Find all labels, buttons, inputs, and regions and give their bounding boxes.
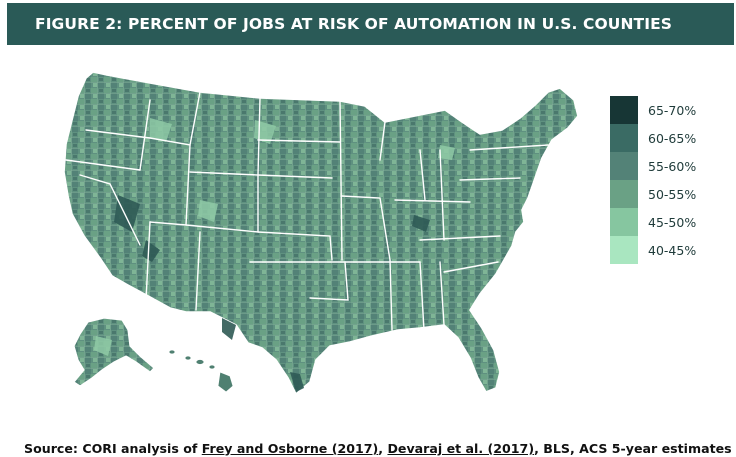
legend-swatch bbox=[610, 96, 638, 124]
legend-item: 65-70% bbox=[610, 96, 696, 124]
source-note: Source: CORI analysis of Frey and Osborn… bbox=[24, 441, 732, 456]
figure-title: FIGURE 2: PERCENT OF JOBS AT RISK OF AUT… bbox=[35, 15, 673, 33]
legend-item: 55-60% bbox=[610, 152, 696, 180]
frey-osborne-link[interactable]: Frey and Osborne (2017) bbox=[201, 441, 379, 456]
legend-item: 50-55% bbox=[610, 180, 696, 208]
legend-swatch bbox=[610, 124, 638, 152]
legend-label: 40-45% bbox=[648, 242, 697, 258]
legend-label: 50-55% bbox=[648, 186, 697, 202]
legend-label: 55-60% bbox=[648, 158, 697, 174]
contiguous-us-shape bbox=[63, 71, 579, 395]
legend-item: 60-65% bbox=[610, 124, 696, 152]
source-separator: , bbox=[378, 441, 388, 456]
source-prefix: Source: CORI analysis of bbox=[24, 441, 202, 456]
legend-item: 45-50% bbox=[610, 208, 696, 236]
legend-swatch bbox=[610, 236, 638, 264]
legend-item: 40-45% bbox=[610, 236, 696, 264]
legend: 65-70% 60-65% 55-60% 50-55% 45-50% 40-45… bbox=[610, 96, 696, 264]
legend-swatch bbox=[610, 180, 638, 208]
legend-swatch bbox=[610, 152, 638, 180]
legend-label: 45-50% bbox=[648, 214, 697, 230]
legend-label: 65-70% bbox=[648, 102, 697, 118]
figure-title-bar: FIGURE 2: PERCENT OF JOBS AT RISK OF AUT… bbox=[7, 3, 734, 45]
legend-swatch bbox=[610, 208, 638, 236]
legend-label: 60-65% bbox=[648, 130, 697, 146]
hawaii-islands bbox=[168, 349, 234, 393]
state-borders bbox=[65, 91, 549, 331]
devaraj-link[interactable]: Devaraj et al. (2017) bbox=[387, 441, 535, 456]
alaska-shape bbox=[73, 317, 155, 387]
source-suffix: , BLS, ACS 5-year estimates bbox=[534, 441, 732, 456]
